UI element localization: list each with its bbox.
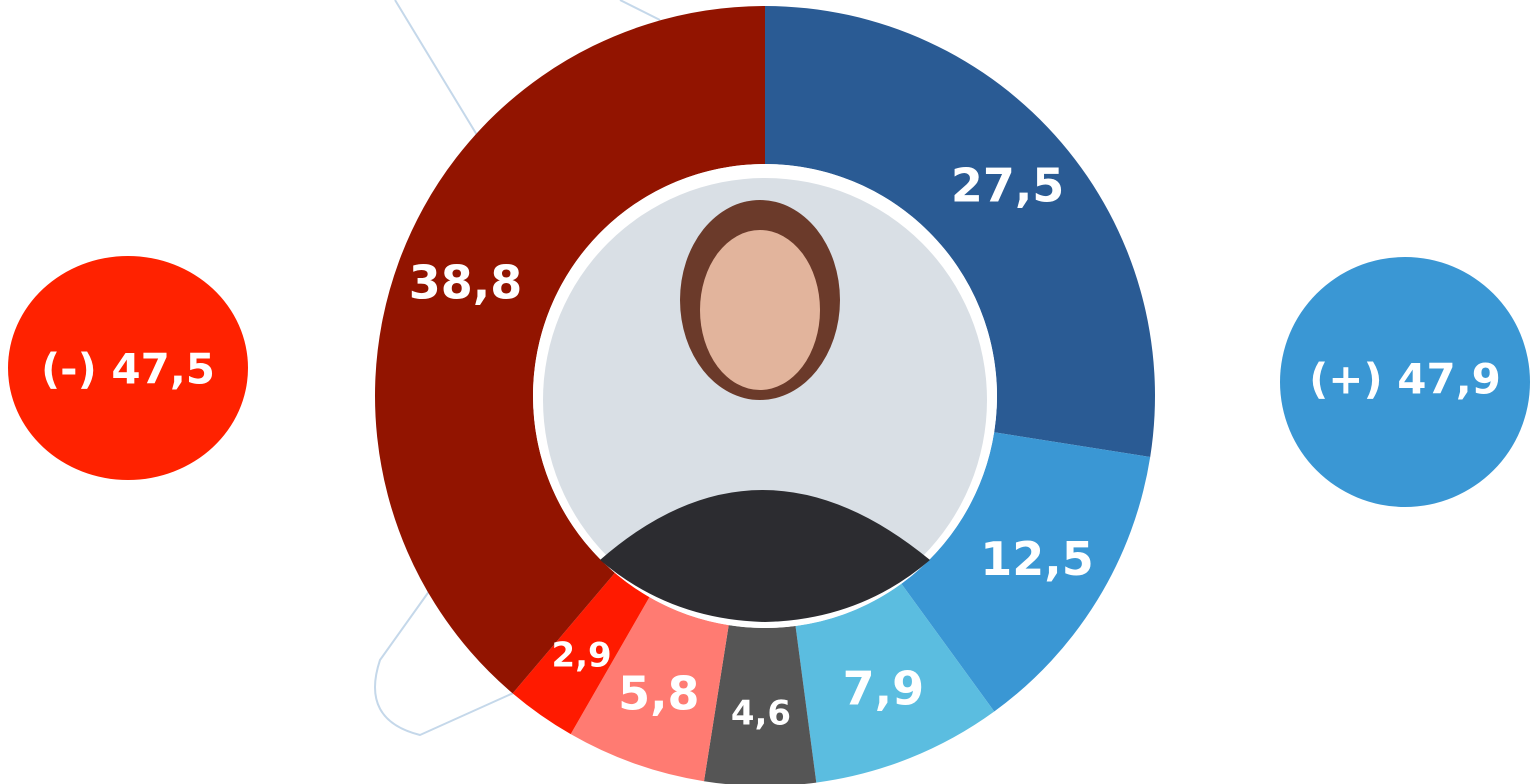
slice (765, 6, 1155, 458)
center-photo (533, 164, 997, 628)
slice (901, 432, 1151, 712)
slice (512, 572, 650, 735)
decoration (394, 0, 661, 141)
value-label: 12,5 (980, 532, 1094, 586)
value-label: 7,9 (843, 662, 925, 716)
slice (795, 583, 995, 783)
slice (570, 597, 729, 782)
value-label: 38,8 (409, 256, 523, 310)
annotation-bubble (1280, 257, 1530, 507)
value-label: 27,5 (951, 158, 1065, 212)
slice (703, 625, 817, 784)
annotation-bubble (8, 256, 248, 480)
value-label: 4,6 (731, 693, 791, 733)
value-label: 2,9 (551, 635, 611, 675)
decoration (374, 589, 521, 737)
annotation: (+) 47,9 (1309, 355, 1501, 404)
annotation: (-) 47,5 (41, 345, 215, 394)
value-label: 5,8 (618, 666, 700, 720)
slice (375, 6, 765, 694)
